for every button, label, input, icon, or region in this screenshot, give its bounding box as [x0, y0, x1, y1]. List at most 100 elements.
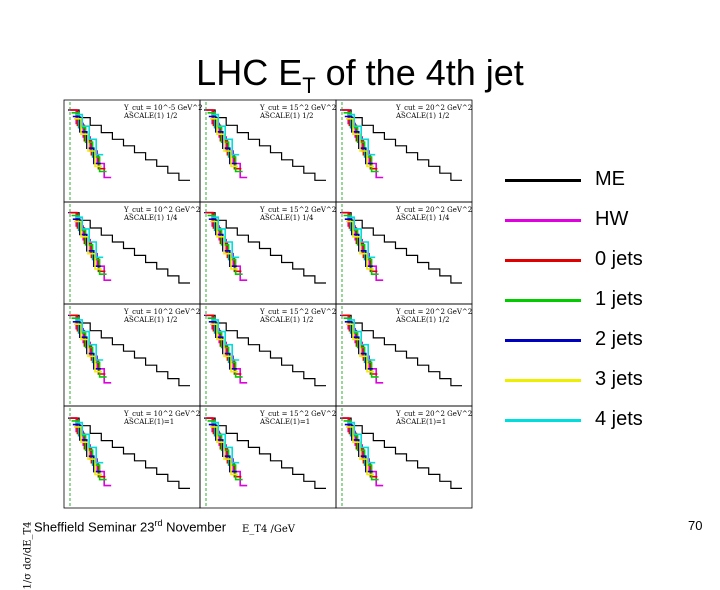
panel-scale-label: ASCALE(1) 1/4	[259, 214, 314, 222]
series-line-me	[340, 109, 462, 181]
series-line-3-jets	[74, 118, 102, 168]
y-axis-label-wrap: 1/σ dσ/dE_T4	[0, 250, 34, 589]
legend-label: ME	[595, 168, 625, 190]
series-line-4-jets	[211, 319, 240, 361]
series-line-3-jets	[74, 323, 102, 373]
legend-item: HW	[505, 200, 705, 240]
series-line-hw	[205, 314, 248, 384]
series-line-hw	[341, 417, 384, 487]
series-line-3-jets	[346, 118, 374, 168]
panel-ycut-label: Y_cut = 20^2 GeV^2	[395, 410, 472, 418]
y-axis-label: 1/σ dσ/dE_T4	[22, 521, 34, 590]
x-axis-label: E_T4 /GeV	[242, 524, 296, 535]
panel-scale-label: ASCALE(1) 1/2	[259, 316, 313, 324]
legend-label: 1 jets	[595, 288, 643, 310]
panel-ycut-label: Y_cut = 20^2 GeV^2	[395, 104, 472, 112]
series-line-hw	[341, 109, 384, 179]
panel-scale-label: ASCALE(1)=1	[259, 418, 310, 426]
series-line-me	[68, 109, 190, 181]
series-line-3-jets	[74, 426, 102, 476]
legend-label: HW	[595, 208, 629, 230]
panel-scale-label: ASCALE(1)=1	[123, 418, 174, 426]
series-line-4-jets	[211, 421, 240, 464]
panel-scale-label: ASCALE(1)=1	[395, 418, 446, 426]
title-rest: of the 4th jet	[315, 52, 524, 93]
legend-label: 3 jets	[595, 368, 643, 390]
series-line-me	[340, 417, 462, 489]
series-line-hw	[205, 417, 248, 487]
legend-label: 4 jets	[595, 408, 643, 430]
series-line-4-jets	[347, 319, 376, 361]
legend-label: 0 jets	[595, 248, 643, 270]
panel-ycut-label: Y_cut = 10^2 GeV^2	[123, 308, 200, 316]
series-line-hw	[69, 314, 112, 384]
panel-ycut-label: Y_cut = 15^2 GeV^2	[259, 410, 336, 418]
legend-item: 4 jets	[505, 400, 705, 440]
series-line-3-jets	[346, 220, 374, 270]
series-line-me	[204, 417, 326, 489]
series-line-3-jets	[346, 426, 374, 476]
series-line-1-jets	[343, 317, 379, 378]
series-line-hw	[205, 109, 248, 179]
legend-swatch	[505, 299, 581, 302]
series-line-4-jets	[211, 216, 240, 259]
panel-ycut-label: Y_cut = 20^2 GeV^2	[395, 206, 472, 214]
slide-title: LHC ET of the 4th jet	[0, 52, 720, 99]
series-line-3-jets	[346, 323, 374, 373]
series-line-1-jets	[207, 317, 243, 378]
series-line-1-jets	[71, 317, 107, 378]
series-line-me	[204, 212, 326, 284]
series-line-me	[68, 212, 190, 284]
footer-sup: rd	[154, 518, 163, 528]
series-line-3-jets	[210, 118, 238, 168]
panel-ycut-label: Y_cut = 10^2 GeV^2	[123, 206, 200, 214]
series-line-4-jets	[75, 216, 104, 259]
series-line-hw	[205, 211, 248, 281]
series-line-3-jets	[210, 323, 238, 373]
series-line-3-jets	[74, 220, 102, 270]
legend-swatch	[505, 419, 581, 422]
series-line-me	[340, 314, 462, 387]
legend-swatch	[505, 259, 581, 262]
panel-scale-label: ASCALE(1) 1/2	[123, 112, 177, 120]
footer-tail: November	[162, 519, 227, 535]
series-line-4-jets	[347, 113, 376, 156]
series-line-4-jets	[75, 113, 104, 156]
series-line-hw	[69, 211, 112, 281]
series-line-3-jets	[210, 220, 238, 270]
title-main: LHC E	[196, 52, 303, 93]
panel-scale-label: ASCALE(1) 1/2	[259, 112, 313, 120]
panel-ycut-label: Y_cut = 15^2 GeV^2	[259, 104, 336, 112]
series-line-hw	[69, 109, 112, 179]
page-number: 70	[688, 518, 703, 533]
title-subscript: T	[302, 73, 316, 99]
legend-item: 1 jets	[505, 280, 705, 320]
panel-scale-label: ASCALE(1) 1/4	[123, 214, 178, 222]
series-line-me	[204, 109, 326, 181]
series-line-me	[340, 212, 462, 284]
series-line-4-jets	[211, 113, 240, 156]
panel-scale-label: ASCALE(1) 1/4	[395, 214, 450, 222]
series-line-hw	[341, 314, 384, 384]
panel-scale-label: ASCALE(1) 1/2	[395, 112, 449, 120]
panel-ycut-label: Y_cut = 15^2 GeV^2	[259, 308, 336, 316]
series-line-4-jets	[347, 421, 376, 464]
series-line-me	[204, 314, 326, 387]
legend-swatch	[505, 219, 581, 222]
panel-ycut-label: Y_cut = 20^2 GeV^2	[395, 308, 472, 316]
series-line-me	[68, 417, 190, 489]
legend-label: 2 jets	[595, 328, 643, 350]
footer-text: Sheffield Seminar 23	[34, 519, 155, 535]
legend-swatch	[505, 179, 581, 182]
series-line-3-jets	[210, 426, 238, 476]
panel-frame	[335, 405, 473, 509]
panel-scale-label: ASCALE(1) 1/2	[123, 316, 177, 324]
legend-swatch	[505, 379, 581, 382]
series-line-4-jets	[75, 319, 104, 361]
legend-item: 3 jets	[505, 360, 705, 400]
legend-item: 2 jets	[505, 320, 705, 360]
panel-ycut-label: Y_cut = 15^2 GeV^2	[259, 206, 336, 214]
series-line-4-jets	[347, 216, 376, 259]
legend: ME HW 0 jets 1 jets 2 jets 3 jets 4 jets	[505, 160, 705, 440]
panel-ycut-label: Y_cut = 10^-5 GeV^2	[123, 104, 203, 112]
